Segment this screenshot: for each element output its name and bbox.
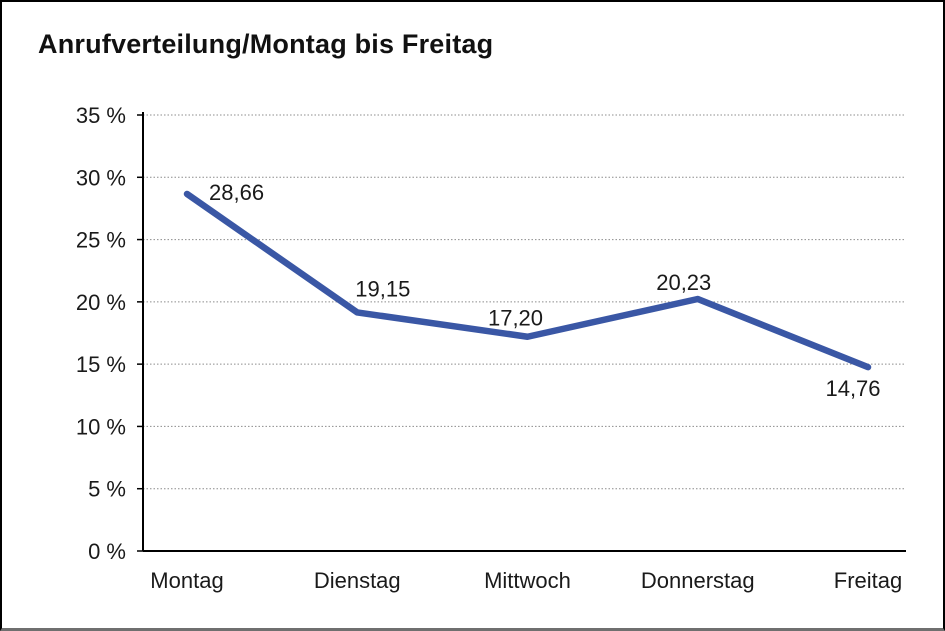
y-axis-tick-label: 25 % — [76, 228, 126, 253]
data-series — [183, 190, 872, 371]
data-point-label: 28,66 — [209, 180, 264, 205]
x-axis-category-label: Montag — [150, 568, 223, 593]
data-point-label: 20,23 — [656, 270, 711, 295]
y-axis-tick-label: 5 % — [88, 477, 126, 502]
y-axis-tick-label: 10 % — [76, 414, 126, 439]
axes — [137, 112, 906, 552]
chart-title: Anrufverteilung/Montag bis Freitag — [38, 29, 494, 59]
y-axis-tick-label: 20 % — [76, 290, 126, 315]
data-point-label: 19,15 — [355, 276, 410, 301]
y-axis-tick-label: 30 % — [76, 165, 126, 190]
y-axis-tick-label: 35 % — [76, 103, 126, 128]
y-axis-tick-label: 15 % — [76, 352, 126, 377]
data-point-label: 17,20 — [488, 306, 543, 331]
x-axis-category-label: Donnerstag — [641, 568, 755, 593]
x-axis-category-label: Freitag — [834, 568, 902, 593]
data-point-label: 14,76 — [825, 376, 880, 401]
series-line — [183, 190, 872, 371]
x-axis-category-label: Mittwoch — [484, 568, 571, 593]
y-axis-tick-label: 0 % — [88, 539, 126, 564]
x-axis-category-label: Dienstag — [314, 568, 401, 593]
gridlines — [143, 114, 906, 490]
labels: 0 % 5 % 10 % 15 % 20 % 25 % 30 % 35 % Montag Dien… — [76, 103, 902, 593]
